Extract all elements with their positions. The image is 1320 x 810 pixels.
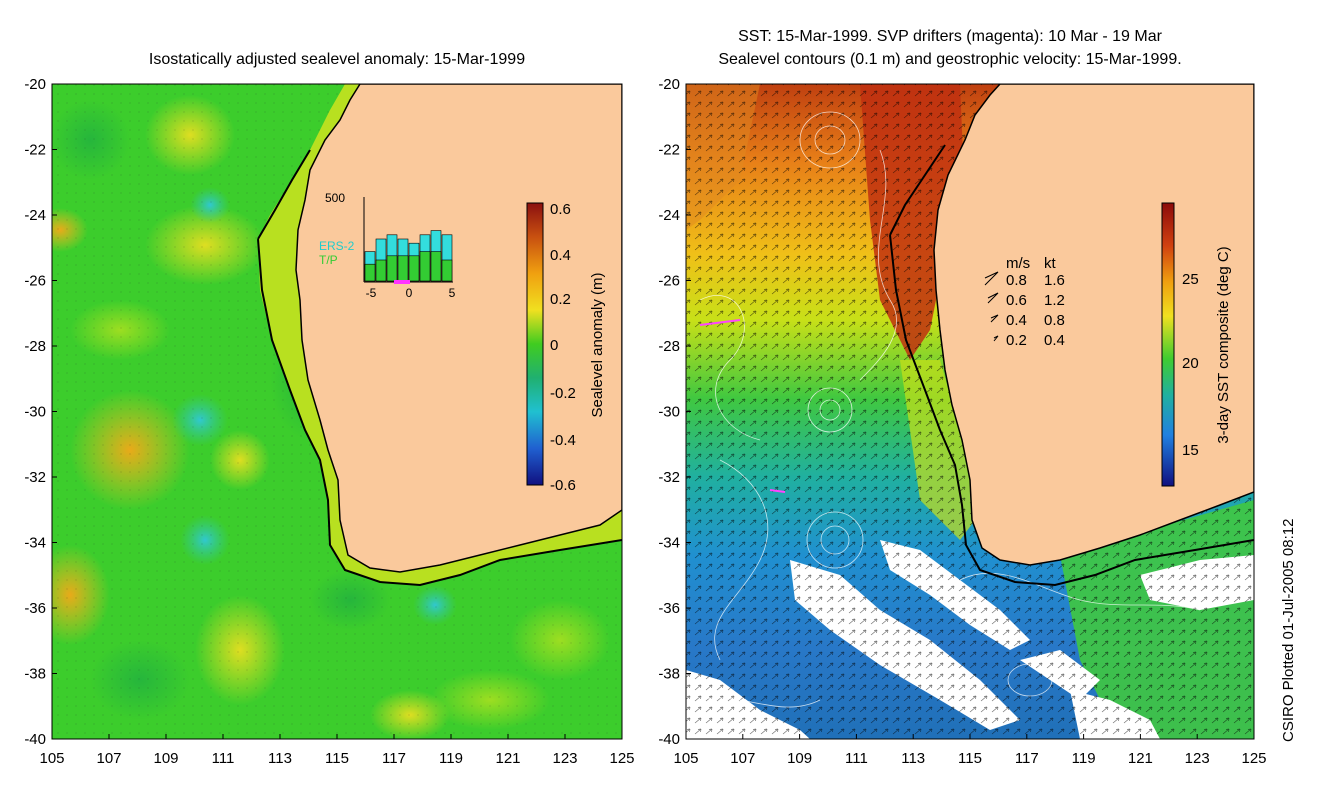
inset-legend-ers2: ERS-2	[319, 239, 355, 253]
right-y-tick-label: -22	[658, 142, 680, 159]
right-panel-title-line1: SST: 15-Mar-1999. SVP drifters (magenta)…	[738, 28, 1162, 45]
inset-x-tick-min: -5	[366, 286, 377, 300]
right-x-tick-label: 109	[787, 750, 812, 767]
left-cb-tick-neg0.2: -0.2	[550, 385, 576, 402]
sealevel-contours	[699, 111, 1201, 708]
right-map	[686, 84, 1254, 739]
left-y-tick-label: -38	[24, 666, 46, 683]
right-colorbar: 25 20 15 3-day SST composite (deg C)	[1161, 202, 1232, 487]
left-y-tick-label: -32	[24, 469, 46, 486]
right-isobath	[889, 144, 1254, 587]
right-australia-land	[933, 84, 1254, 566]
right-y-tick-label: -32	[658, 469, 680, 486]
left-y-tick-label: -28	[24, 338, 46, 355]
right-x-tick-label: 119	[1072, 750, 1096, 767]
left-x-tick-label: 117	[382, 750, 406, 767]
right-y-tick-label: -20	[658, 76, 680, 93]
inset-bar-tp	[419, 251, 431, 282]
velocity-legend-kt-2: 0.8	[1044, 312, 1065, 329]
velocity-legend-ms-0: 0.8	[1006, 272, 1027, 289]
left-cb-tick-0: 0	[550, 337, 558, 354]
inset-y-tick: 500	[325, 191, 345, 205]
left-x-tick-label: 105	[39, 750, 64, 767]
right-y-tick-label: -26	[658, 273, 680, 290]
velocity-legend-kt-1: 1.2	[1044, 292, 1065, 309]
right-cb-tick-25: 25	[1182, 271, 1199, 288]
right-y-tick-label: -38	[658, 666, 680, 683]
inset-legend-tp: T/P	[319, 253, 338, 267]
velocity-legend-ms-2: 0.4	[1006, 312, 1027, 329]
svp-drifter-tracks	[699, 319, 786, 493]
inset-x-tick-max: 5	[449, 286, 456, 300]
right-y-tick-label: -24	[658, 207, 680, 224]
velocity-legend: m/s kt 0.8 1.6 0.6 1.2 0.4 0.8 0.2 0.4	[984, 255, 1065, 349]
left-inset-chart: 500 -5 0 5 ERS-2 T/P	[319, 191, 456, 300]
left-x-tick-label: 111	[212, 750, 235, 767]
left-y-tick-label: -26	[24, 273, 46, 290]
right-x-tick-label: 111	[845, 750, 868, 767]
inset-bar-tp	[386, 255, 398, 282]
left-x-tick-label: 119	[439, 750, 463, 767]
velocity-legend-kt-0: 1.6	[1044, 272, 1065, 289]
left-colorbar-label: Sealevel anomaly (m)	[589, 272, 606, 417]
inset-bar-tp	[375, 259, 387, 282]
left-y-tick-label: -24	[24, 207, 46, 224]
left-x-tick-label: 121	[495, 750, 520, 767]
left-panel-title: Isostatically adjusted sealevel anomaly:…	[148, 51, 526, 68]
left-australia-land	[295, 84, 622, 573]
left-cb-tick-0.4: 0.4	[550, 247, 571, 264]
right-x-tick-label: 107	[730, 750, 755, 767]
left-x-tick-label: 107	[96, 750, 121, 767]
inset-bar-tp	[441, 259, 453, 282]
axis-ticks: -20 -22 -24 -26 -28 -30 -32 -34 -36 -38 -40 105 107 1…	[24, 76, 1266, 767]
left-x-tick-label: 113	[268, 750, 292, 767]
right-y-tick-label: -40	[658, 731, 680, 748]
left-y-tick-label: -30	[24, 404, 46, 421]
inset-bar-tp	[364, 263, 376, 282]
left-y-tick-label: -40	[24, 731, 46, 748]
left-colorbar: 0.6 0.4 0.2 0 -0.2 -0.4 -0.6 Sealevel an…	[526, 201, 606, 494]
inset-bar-tp	[408, 255, 420, 282]
right-colorbar-label: 3-day SST composite (deg C)	[1215, 246, 1232, 443]
left-y-tick-label: -34	[24, 535, 46, 552]
right-x-tick-label: 115	[958, 750, 982, 767]
left-isobath	[257, 149, 622, 587]
right-y-tick-label: -36	[658, 600, 680, 617]
velocity-legend-header-kt: kt	[1044, 255, 1057, 272]
right-x-tick-label: 117	[1015, 750, 1039, 767]
right-x-tick-label: 121	[1128, 750, 1153, 767]
inset-bar-tp	[430, 251, 442, 282]
plot-footer: CSIRO Plotted 01-Jul-2005 08:12	[1280, 518, 1297, 742]
velocity-legend-header-ms: m/s	[1006, 255, 1030, 272]
inset-bars	[364, 230, 453, 282]
left-y-tick-label: -36	[24, 600, 46, 617]
left-x-tick-label: 115	[325, 750, 349, 767]
velocity-legend-kt-3: 0.4	[1044, 332, 1065, 349]
right-y-tick-label: -28	[658, 338, 680, 355]
left-cb-tick-neg0.4: -0.4	[550, 432, 576, 449]
right-x-tick-label: 113	[901, 750, 925, 767]
left-x-tick-label: 123	[552, 750, 577, 767]
right-cb-tick-20: 20	[1182, 355, 1199, 372]
inset-bar-tp	[397, 255, 409, 282]
right-y-tick-label: -30	[658, 404, 680, 421]
left-y-tick-label: -20	[24, 76, 46, 93]
left-cb-tick-0.2: 0.2	[550, 291, 571, 308]
left-x-tick-label: 109	[153, 750, 178, 767]
right-cb-tick-15: 15	[1182, 442, 1199, 459]
velocity-legend-ms-3: 0.2	[1006, 332, 1027, 349]
left-y-tick-label: -22	[24, 142, 46, 159]
inset-x-tick-zero: 0	[406, 286, 413, 300]
right-x-tick-label: 105	[673, 750, 698, 767]
left-x-tick-label: 125	[609, 750, 634, 767]
left-cb-tick-neg0.6: -0.6	[550, 477, 576, 494]
velocity-legend-ms-1: 0.6	[1006, 292, 1027, 309]
right-panel-title-line2: Sealevel contours (0.1 m) and geostrophi…	[718, 51, 1182, 68]
inset-highlight	[394, 280, 410, 284]
right-x-tick-label: 125	[1241, 750, 1266, 767]
right-y-tick-label: -34	[658, 535, 680, 552]
right-x-tick-label: 123	[1185, 750, 1210, 767]
left-cb-tick-0.6: 0.6	[550, 201, 571, 218]
